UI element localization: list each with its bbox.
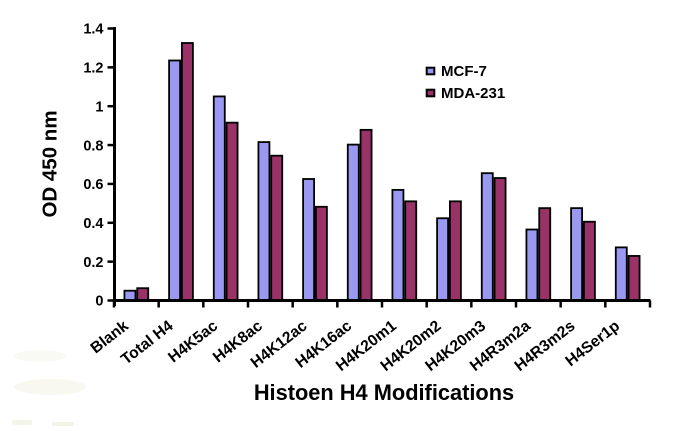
svg-text:0.2: 0.2 bbox=[83, 255, 103, 271]
svg-text:MDA-231: MDA-231 bbox=[441, 85, 505, 102]
svg-text:1: 1 bbox=[95, 99, 103, 115]
svg-text:1.4: 1.4 bbox=[83, 22, 103, 38]
svg-text:0.6: 0.6 bbox=[83, 177, 103, 193]
svg-text:0.8: 0.8 bbox=[83, 138, 103, 154]
svg-text:0.4: 0.4 bbox=[83, 216, 103, 232]
svg-text:OD 450 nm: OD 450 nm bbox=[39, 110, 62, 217]
svg-text:0: 0 bbox=[95, 294, 103, 310]
svg-text:1.2: 1.2 bbox=[83, 61, 103, 77]
svg-text:Histoen H4 Modifications: Histoen H4 Modifications bbox=[254, 380, 514, 405]
svg-text:MCF-7: MCF-7 bbox=[441, 63, 487, 80]
